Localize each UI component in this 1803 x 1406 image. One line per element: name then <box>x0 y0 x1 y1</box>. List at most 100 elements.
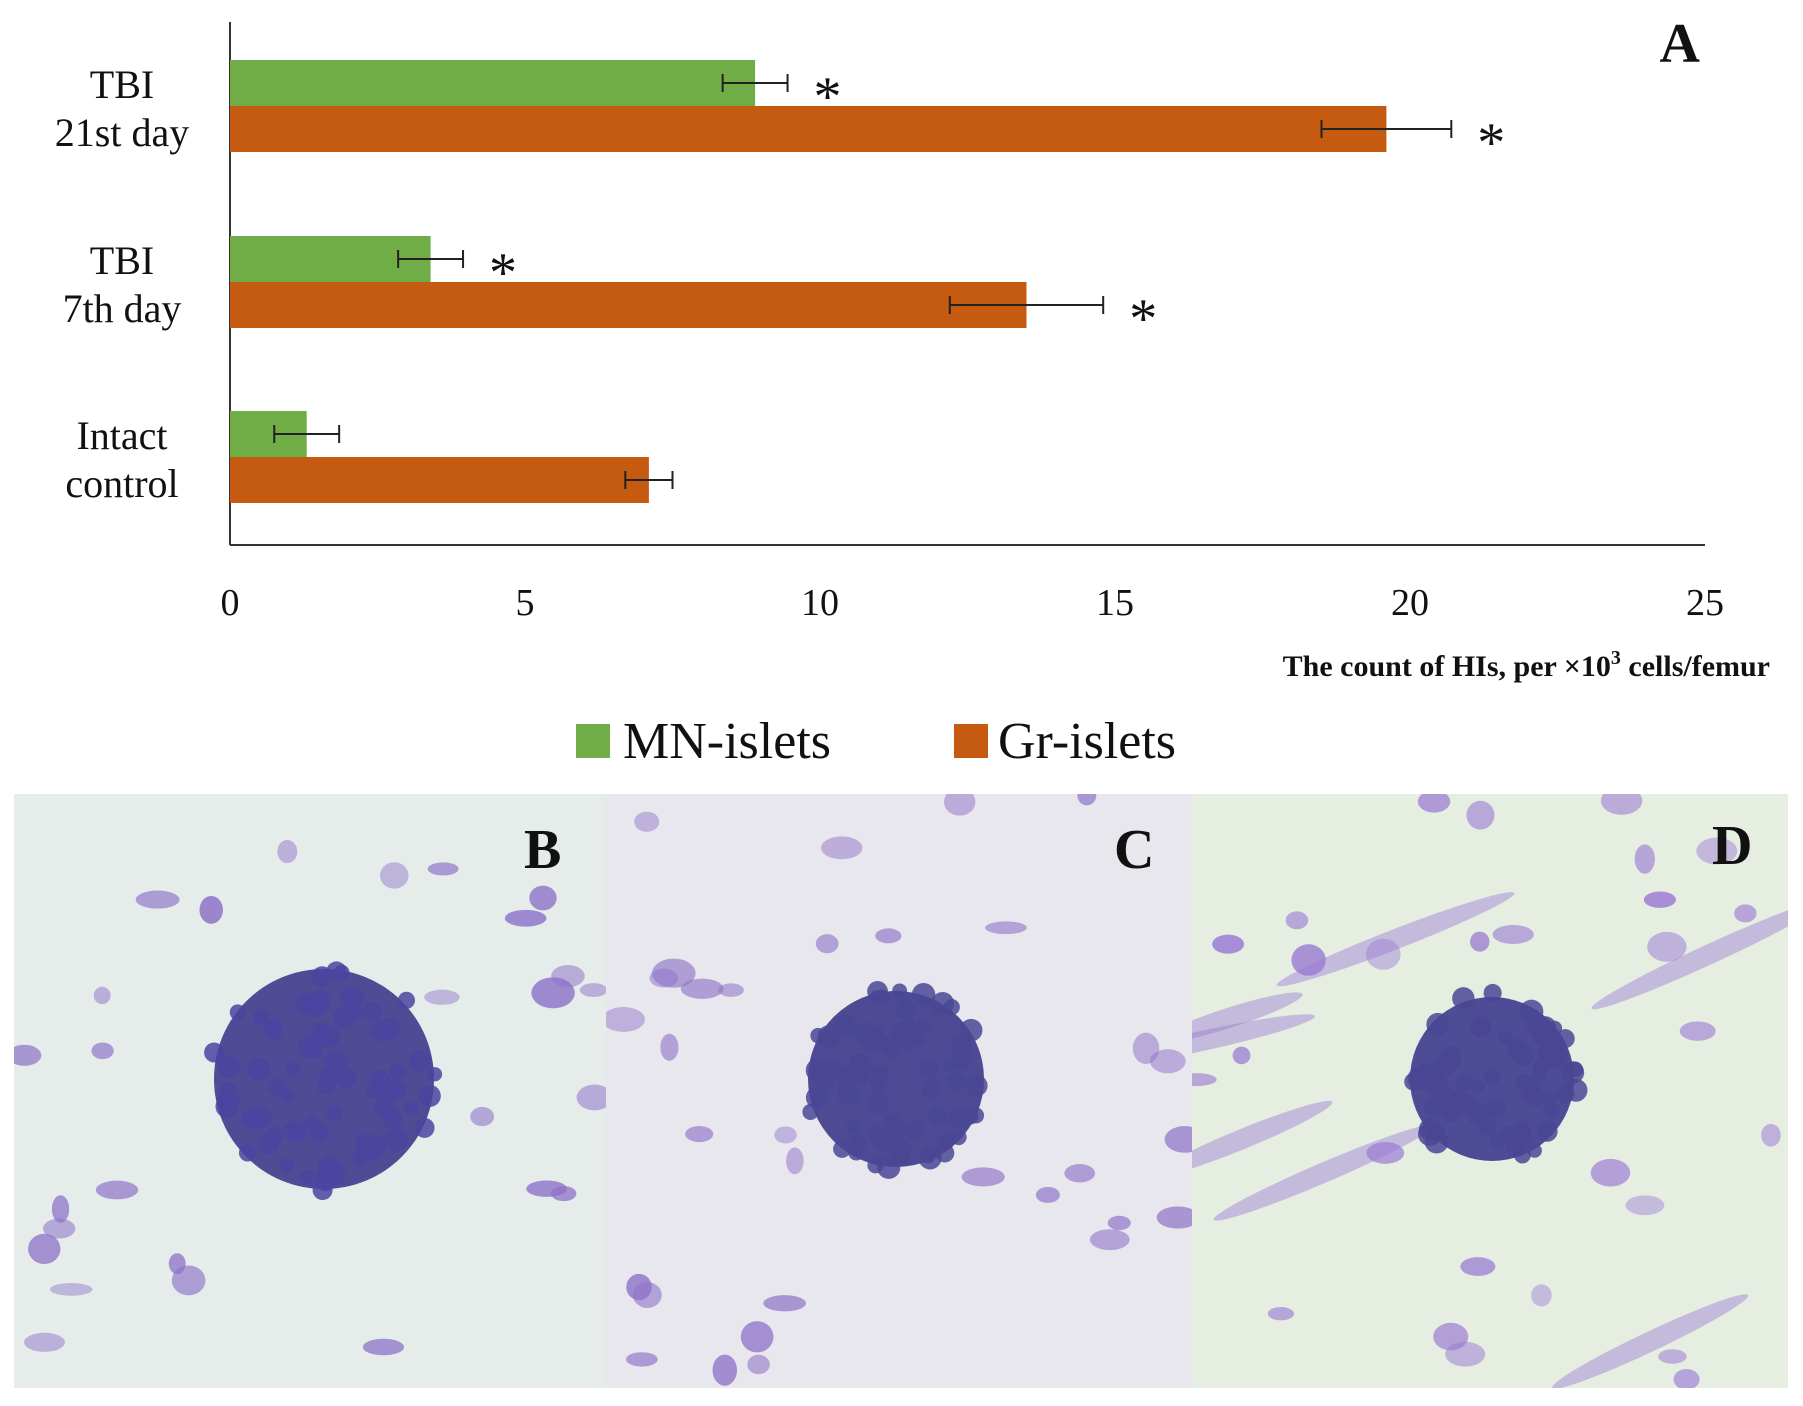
islet-cell <box>1433 1055 1455 1077</box>
islet-cell <box>950 1129 967 1146</box>
islet-cell <box>1485 1096 1507 1119</box>
islet-cell <box>1527 1143 1542 1158</box>
background-cell <box>43 1218 76 1239</box>
islet-cell <box>217 1054 240 1078</box>
background-cell <box>774 1126 797 1144</box>
background-cell <box>712 1354 738 1386</box>
background-cell <box>1658 1349 1687 1364</box>
background-cell <box>1460 1257 1496 1276</box>
islet-cell <box>871 1130 893 1152</box>
background-cell <box>135 890 180 909</box>
background-cell <box>1149 1049 1186 1074</box>
islet-cell <box>363 1001 383 1022</box>
background-cell <box>576 1084 606 1111</box>
background-cell <box>1634 844 1655 874</box>
islet-cell <box>311 966 333 988</box>
islet-cell <box>833 1140 851 1158</box>
background-cell <box>1132 1032 1160 1065</box>
micrograph-c: C <box>606 794 1192 1388</box>
x-axis-label-rest: cells/femur <box>1621 650 1770 683</box>
background-cell <box>649 968 678 988</box>
background-cell <box>14 1044 42 1066</box>
background-cell <box>660 1033 679 1061</box>
islet-cell <box>869 1031 888 1050</box>
islet-cell <box>867 1092 889 1114</box>
islet-cell <box>877 1155 901 1179</box>
panel-label-c: C <box>1114 819 1155 881</box>
background-cell <box>1077 794 1097 806</box>
background-cell <box>1643 891 1676 908</box>
islet-cell <box>847 1143 865 1161</box>
islet-cell <box>1470 1016 1492 1038</box>
background-cell <box>424 989 460 1005</box>
islet-cell <box>959 1018 983 1042</box>
islet-cell <box>307 1043 322 1059</box>
background-cell <box>625 1352 658 1367</box>
islet-cell <box>916 1019 931 1034</box>
background-cell <box>1107 1215 1131 1231</box>
background-cell <box>1035 1186 1060 1203</box>
background-cell <box>1673 1368 1700 1388</box>
background-cell <box>685 1126 714 1143</box>
background-cell <box>1366 1142 1405 1164</box>
legend-swatch-gr <box>954 724 988 758</box>
islet-cell <box>385 1128 409 1152</box>
islet-cell <box>223 1091 240 1108</box>
background-strand <box>1192 1100 1333 1178</box>
islet-cell <box>1555 1029 1575 1049</box>
islet-cell <box>1467 1103 1491 1127</box>
background-cell <box>740 1321 774 1353</box>
islet-cell <box>810 1027 826 1044</box>
islet-cell <box>1564 1078 1588 1102</box>
islet-cell <box>204 1042 225 1063</box>
islet-cell <box>1452 987 1475 1010</box>
background-cell <box>985 921 1027 935</box>
islet-cell <box>334 964 350 981</box>
legend-swatch-mn <box>576 724 610 758</box>
islet-cell <box>968 1107 985 1124</box>
islet-cell <box>1418 1118 1442 1141</box>
micrograph-d-image <box>1192 794 1788 1388</box>
islet-cell <box>837 1082 861 1106</box>
islet-cell <box>326 1104 343 1122</box>
islet-cell <box>935 1143 955 1163</box>
background-cell <box>51 1195 70 1223</box>
background-cell <box>1466 800 1495 830</box>
background-strand <box>1276 892 1515 987</box>
background-cell <box>747 1354 770 1375</box>
background-cell <box>1470 931 1490 952</box>
islet-cell <box>427 1067 443 1082</box>
background-cell <box>1492 924 1534 944</box>
category-label-line: TBI <box>90 238 154 283</box>
background-cell <box>1192 1073 1217 1087</box>
background-cell <box>763 1295 806 1312</box>
islet-cell <box>1507 1038 1530 1061</box>
background-cell <box>1600 794 1643 815</box>
background-cell <box>875 928 902 944</box>
category-label: TBI 21st day <box>55 62 189 155</box>
background-cell <box>579 983 606 998</box>
islet-cell <box>249 1106 273 1129</box>
category-label-line: 7th day <box>63 286 182 331</box>
islet-cell <box>1404 1073 1422 1091</box>
background-cell <box>171 1265 206 1296</box>
background-cell <box>93 986 111 1005</box>
islet-cell <box>921 1078 942 1100</box>
islet-cell <box>1539 1038 1564 1063</box>
islet-cell <box>265 1126 284 1145</box>
islet-cell <box>928 1105 948 1126</box>
islet-cell <box>280 1158 295 1173</box>
islet-cell <box>850 1053 868 1071</box>
background-cell <box>1445 1341 1486 1367</box>
background-cell <box>531 977 575 1009</box>
background-strand <box>1591 899 1788 1010</box>
islet-cell <box>316 1075 336 1095</box>
islet-cell <box>299 1169 315 1184</box>
islet-cell <box>1531 1067 1546 1082</box>
islet-cell <box>238 1144 257 1162</box>
islet-cell <box>373 1097 395 1119</box>
islet-cell <box>1426 1012 1450 1036</box>
background-strand <box>1192 1014 1315 1068</box>
background-cell <box>943 794 976 816</box>
